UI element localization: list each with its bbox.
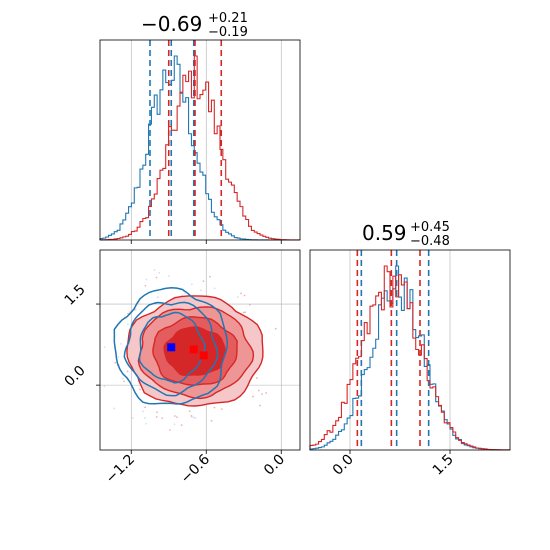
joint-sample-point [259, 404, 261, 407]
joint-sample-point [169, 429, 171, 431]
joint-sample-point [213, 287, 216, 290]
joint-sample-point [113, 407, 116, 410]
joint-sample-point [121, 377, 124, 380]
hist2-xtick-label: 0.0 [330, 452, 357, 479]
joint-sample-point [200, 289, 202, 292]
joint-sample-point [240, 292, 242, 295]
joint-contour-panel: −1.2 −0.6 0.0 0.0 1.5 [62, 249, 301, 487]
joint-sample-point [144, 422, 147, 425]
joint-ytick-label: 0.0 [62, 363, 89, 390]
joint-sample-point [244, 311, 247, 314]
joint-sample-point [143, 417, 146, 420]
hist1-series-0-step [99, 55, 300, 241]
hist2-frame [309, 249, 511, 451]
joint-sample-point [188, 410, 191, 413]
title-sup-2: +0.45 [410, 220, 450, 235]
joint-sample-point [242, 311, 245, 314]
joint-marker-1 [189, 345, 198, 354]
joint-sample-point [126, 370, 129, 373]
marginal-histogram-param-1 [99, 39, 301, 244]
joint-sample-point [213, 406, 216, 409]
joint-sample-point [134, 308, 137, 311]
hist1-frame [99, 39, 301, 241]
joint-sample-point [194, 417, 197, 419]
joint-frame [99, 249, 301, 451]
title-sup-1: +0.21 [208, 11, 248, 26]
joint-blue-contour-level-2 [138, 311, 206, 384]
joint-sample-point [145, 278, 148, 281]
joint-sample-point [142, 410, 144, 413]
joint-sample-point [103, 346, 106, 349]
joint-sample-point [261, 393, 263, 396]
joint-sample-point [144, 406, 146, 409]
joint-sample-point [190, 283, 193, 286]
hist1-series-1-step [99, 55, 301, 241]
marginal-histogram-param-2: 0.0 1.5 [309, 249, 511, 479]
joint-sample-point [156, 411, 158, 414]
title-main-1: −0.69 [141, 12, 202, 36]
joint-sample-point [173, 415, 176, 417]
joint-sample-point [274, 327, 277, 330]
joint-sample-point [144, 284, 147, 287]
hist2-series-1-step [309, 265, 511, 451]
hist2-series-0-step [309, 265, 511, 451]
joint-sample-point [192, 416, 195, 419]
joint-ytick-label: 1.5 [62, 282, 89, 309]
title-sub-2: −0.48 [410, 234, 450, 249]
joint-sample-point [265, 392, 268, 394]
joint-sample-point [173, 423, 176, 426]
joint-sample-point [202, 280, 205, 283]
joint-sample-point [155, 416, 158, 418]
joint-blue-contour-level-1 [123, 301, 219, 397]
joint-sample-point [161, 417, 164, 420]
joint-xtick-label: 0.0 [261, 452, 288, 479]
joint-blue-contour-level-0 [113, 286, 229, 405]
joint-marker-0 [167, 343, 176, 352]
joint-sample-point [256, 377, 258, 379]
joint-sample-point [131, 417, 134, 419]
joint-sample-point [120, 342, 122, 345]
joint-sample-point [209, 275, 211, 278]
joint-sample-point [117, 356, 120, 358]
joint-sample-point [248, 303, 251, 306]
joint-xtick-label: −0.6 [178, 451, 213, 486]
joint-sample-point [130, 374, 133, 376]
joint-sample-point [251, 395, 254, 398]
title-panel-2: 0.59 +0.45 −0.48 [362, 220, 450, 249]
hist2-xtick-label: 1.5 [430, 452, 457, 479]
joint-marker-2 [199, 351, 208, 360]
joint-sample-point [139, 388, 141, 391]
joint-xtick-label: −1.2 [103, 452, 138, 487]
joint-sample-point [114, 361, 117, 364]
joint-sample-point [243, 294, 246, 297]
joint-sample-point [153, 269, 156, 271]
joint-sample-point [210, 419, 213, 422]
joint-sample-point [156, 296, 159, 299]
joint-sample-point [220, 408, 223, 411]
joint-sample-point [123, 380, 125, 383]
joint-sample-point [257, 389, 260, 392]
joint-sample-point [236, 296, 239, 298]
joint-sample-point [176, 416, 178, 418]
title-main-2: 0.59 [362, 221, 407, 245]
joint-sample-point [168, 274, 170, 277]
joint-sample-point [155, 276, 158, 279]
joint-sample-point [127, 323, 129, 326]
joint-sample-point [184, 292, 186, 295]
joint-sample-point [103, 385, 106, 388]
title-panel-1: −0.69 +0.21 −0.19 [141, 11, 248, 40]
title-sub-1: −0.19 [208, 25, 248, 40]
joint-sample-point [180, 424, 183, 427]
joint-sample-point [158, 271, 161, 274]
joint-sample-point [190, 414, 193, 417]
